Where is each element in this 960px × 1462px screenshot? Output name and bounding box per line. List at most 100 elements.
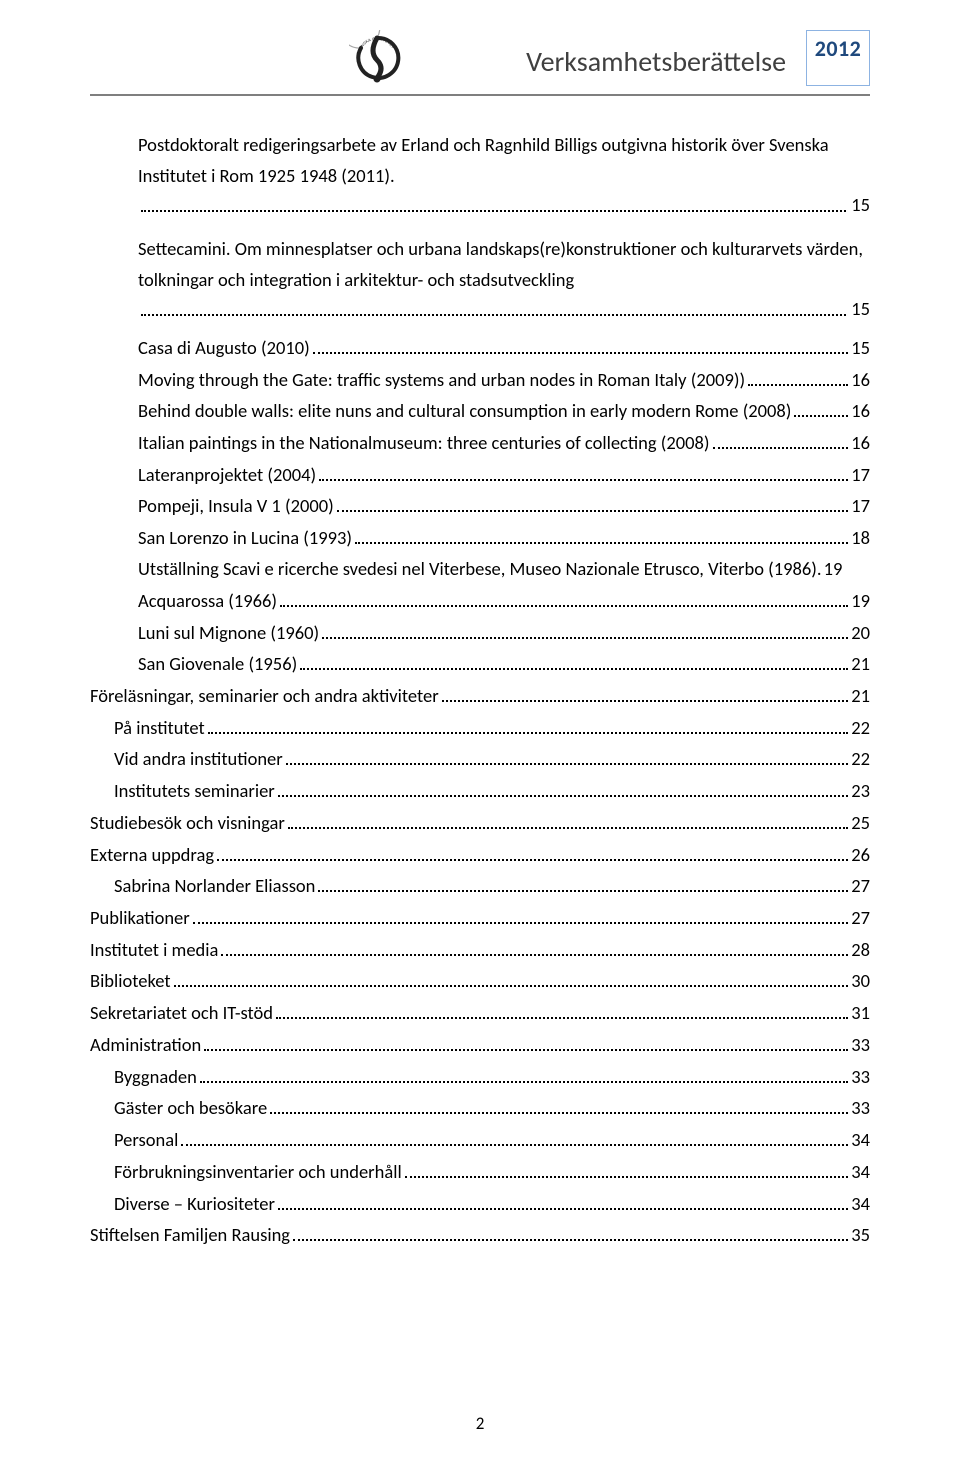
toc-title: Diverse – Kuriositeter bbox=[114, 1195, 275, 1214]
toc-entry: På institutet22 bbox=[90, 718, 870, 737]
toc-entry: San Lorenzo in Lucina (1993)18 bbox=[90, 528, 870, 547]
toc-title: Casa di Augusto (2010) bbox=[138, 339, 310, 358]
toc-title: Sekretariatet och IT-stöd bbox=[90, 1004, 273, 1023]
toc-entry: Acquarossa (1966) 19 bbox=[90, 591, 870, 610]
table-of-contents: Postdoktoralt redigeringsarbete av Erlan… bbox=[90, 130, 870, 1245]
toc-entry: Byggnaden 33 bbox=[90, 1067, 870, 1086]
toc-title: Behind double walls: elite nuns and cult… bbox=[138, 402, 791, 421]
page-header: SVENSKA INSTITUTET Verksamhetsberättelse… bbox=[90, 30, 870, 88]
toc-leader bbox=[794, 402, 848, 418]
toc-leader bbox=[293, 1226, 848, 1242]
toc-page: 21 bbox=[851, 655, 870, 674]
toc-entry: Italian paintings in the Nationalmuseum:… bbox=[90, 433, 870, 452]
toc-leader bbox=[200, 1067, 848, 1083]
toc-entry: San Giovenale (1956)21 bbox=[90, 655, 870, 674]
toc-page: 23 bbox=[851, 782, 870, 801]
toc-entry: Sekretariatet och IT-stöd 31 bbox=[90, 1003, 870, 1022]
document-page: SVENSKA INSTITUTET Verksamhetsberättelse… bbox=[0, 0, 960, 1462]
toc-leader bbox=[204, 1035, 848, 1051]
toc-entry: Settecamini. Om minnesplatser och urbana… bbox=[90, 234, 870, 326]
toc-leader bbox=[322, 623, 848, 639]
toc-leader bbox=[193, 908, 849, 924]
toc-leader bbox=[442, 686, 849, 702]
toc-page: 35 bbox=[851, 1226, 870, 1245]
toc-title: Föreläsningar, seminarier och andra akti… bbox=[90, 687, 439, 706]
toc-leader bbox=[405, 1162, 849, 1178]
toc-title: Institutets seminarier bbox=[114, 782, 275, 801]
toc-leader bbox=[319, 465, 848, 481]
toc-title: Administration bbox=[90, 1036, 201, 1055]
header-title: Verksamhetsberättelse bbox=[526, 30, 794, 79]
toc-page: 28 bbox=[851, 941, 870, 960]
toc-page: 34 bbox=[851, 1163, 870, 1182]
toc-page: 31 bbox=[851, 1004, 870, 1023]
toc-leader bbox=[181, 1130, 848, 1146]
toc-title: Stiftelsen Familjen Rausing bbox=[90, 1226, 290, 1245]
toc-leader bbox=[276, 1003, 848, 1019]
toc-entry: Externa uppdrag26 bbox=[90, 845, 870, 864]
toc-entry: Föreläsningar, seminarier och andra akti… bbox=[90, 686, 870, 705]
toc-title: Personal bbox=[114, 1131, 178, 1150]
toc-leader-dot: . bbox=[817, 560, 822, 579]
toc-title: Publikationer bbox=[90, 909, 190, 928]
toc-page: 26 bbox=[851, 846, 870, 865]
toc-leader bbox=[313, 338, 849, 354]
toc-entry: Diverse – Kuriositeter34 bbox=[90, 1194, 870, 1213]
toc-entry: Vid andra institutioner 22 bbox=[90, 750, 870, 769]
toc-entry: Sabrina Norlander Eliasson27 bbox=[90, 877, 870, 896]
year-text: 2012 bbox=[813, 35, 863, 62]
toc-page: 33 bbox=[851, 1036, 870, 1055]
toc-leader bbox=[217, 845, 848, 861]
toc-title: På institutet bbox=[114, 719, 205, 738]
toc-entry: Casa di Augusto (2010) 15 bbox=[90, 338, 870, 357]
toc-page: 17 bbox=[851, 497, 870, 516]
header-rule bbox=[90, 94, 870, 96]
toc-title: Vid andra institutioner bbox=[114, 750, 283, 769]
toc-title: Studiebesök och visningar bbox=[90, 814, 285, 833]
toc-title: Gäster och besökare bbox=[114, 1099, 267, 1118]
toc-leader bbox=[270, 1099, 848, 1115]
toc-page: 27 bbox=[851, 909, 870, 928]
toc-entry: Studiebesök och visningar 25 bbox=[90, 813, 870, 832]
toc-page: 33 bbox=[851, 1099, 870, 1118]
toc-title: Postdoktoralt redigeringsarbete av Erlan… bbox=[138, 130, 870, 222]
toc-page: 16 bbox=[851, 402, 870, 421]
page-number: 2 bbox=[0, 1413, 960, 1434]
toc-entry: Moving through the Gate: traffic systems… bbox=[90, 370, 870, 389]
toc-title: Acquarossa (1966) bbox=[138, 592, 277, 611]
toc-page: 33 bbox=[851, 1068, 870, 1087]
toc-title: Luni sul Mignone (1960) bbox=[138, 624, 319, 643]
toc-entry: Pompeji, Insula V 1 (2000)17 bbox=[90, 497, 870, 516]
toc-entry: Institutet i media 28 bbox=[90, 940, 870, 959]
toc-title: Institutet i media bbox=[90, 941, 218, 960]
toc-page: 15 bbox=[847, 190, 870, 221]
toc-page: 21 bbox=[851, 687, 870, 706]
toc-leader bbox=[280, 591, 848, 607]
toc-page: 25 bbox=[851, 814, 870, 833]
toc-title: Italian paintings in the Nationalmuseum:… bbox=[138, 434, 710, 453]
toc-leader bbox=[286, 750, 849, 766]
toc-page: 18 bbox=[851, 529, 870, 548]
year-box: 2012 bbox=[806, 30, 870, 86]
toc-entry: Luni sul Mignone (1960) 20 bbox=[90, 623, 870, 642]
toc-leader bbox=[300, 655, 848, 671]
toc-title: Förbrukningsinventarier och underhåll bbox=[114, 1163, 402, 1182]
toc-entry: Biblioteket30 bbox=[90, 972, 870, 991]
toc-title: Byggnaden bbox=[114, 1068, 197, 1087]
institute-logo: SVENSKA INSTITUTET bbox=[349, 30, 405, 91]
toc-leader bbox=[713, 433, 849, 449]
toc-entry: Administration 33 bbox=[90, 1035, 870, 1054]
toc-page: 19 bbox=[824, 560, 843, 579]
toc-leader bbox=[288, 813, 848, 829]
toc-page: 15 bbox=[847, 294, 870, 325]
toc-leader bbox=[174, 972, 849, 988]
toc-leader bbox=[278, 781, 848, 797]
toc-page: 15 bbox=[851, 339, 870, 358]
toc-entry: Gäster och besökare 33 bbox=[90, 1099, 870, 1118]
toc-title: Utställning Scavi e ricerche svedesi nel… bbox=[138, 560, 817, 579]
toc-page: 19 bbox=[851, 592, 870, 611]
toc-page: 22 bbox=[851, 750, 870, 769]
toc-entry: Personal34 bbox=[90, 1130, 870, 1149]
toc-entry: Stiftelsen Familjen Rausing 35 bbox=[90, 1226, 870, 1245]
toc-page: 20 bbox=[851, 624, 870, 643]
